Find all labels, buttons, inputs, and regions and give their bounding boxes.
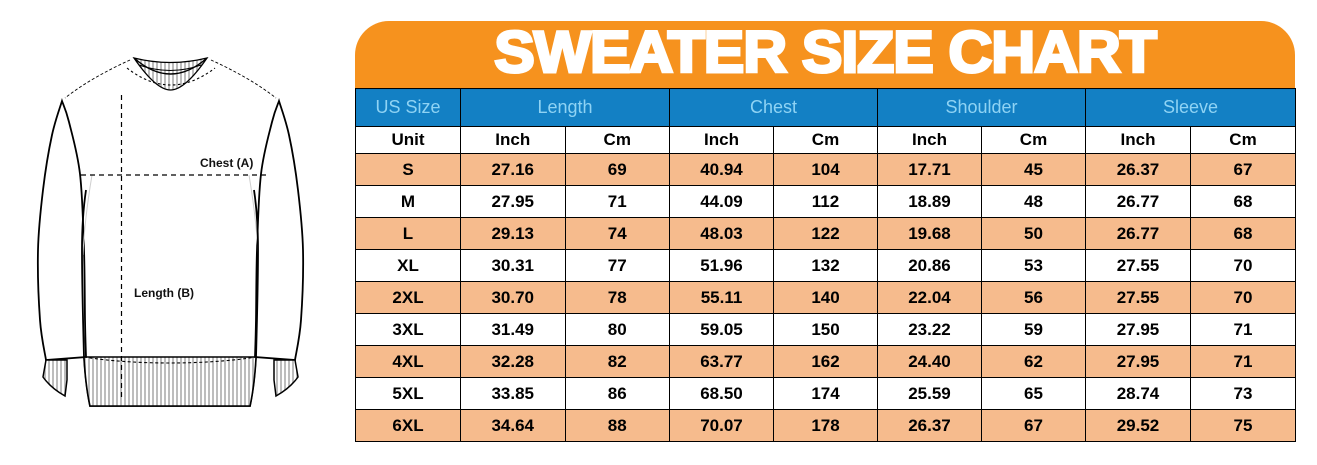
svg-text:Chest (A): Chest (A) [200,156,253,170]
svg-text:Length (B): Length (B) [134,286,194,300]
